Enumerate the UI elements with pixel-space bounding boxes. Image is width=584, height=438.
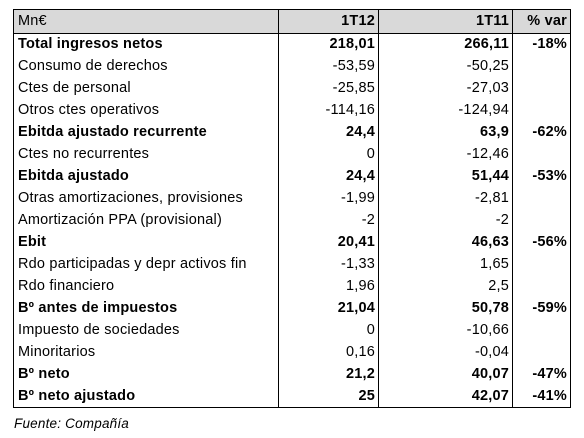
row-variation: -62% bbox=[512, 121, 571, 144]
financial-table-container: Mn€ 1T12 1T11 % var Total ingresos netos… bbox=[13, 9, 571, 408]
table-row: Otras amortizaciones, provisiones -1,99 -2… bbox=[13, 187, 571, 210]
table-header-row: Mn€ 1T12 1T11 % var bbox=[13, 9, 571, 34]
row-value-1t12: 1,96 bbox=[278, 275, 379, 298]
row-value-1t11: -12,46 bbox=[378, 143, 513, 166]
row-value-1t12: -53,59 bbox=[278, 55, 379, 78]
row-value-1t11: -50,25 bbox=[378, 55, 513, 78]
financial-results-table: Mn€ 1T12 1T11 % var Total ingresos netos… bbox=[13, 9, 571, 408]
table-row: Bº antes de impuestos 21,04 50,78 -59% bbox=[13, 297, 571, 320]
row-label: Ebitda ajustado recurrente bbox=[13, 121, 279, 144]
row-value-1t11: 50,78 bbox=[378, 297, 513, 320]
row-label: Consumo de derechos bbox=[13, 55, 279, 78]
row-value-1t12: 0 bbox=[278, 319, 379, 342]
table-row: Ebit 20,41 46,63 -56% bbox=[13, 231, 571, 254]
row-label: Bº neto bbox=[13, 363, 279, 386]
row-value-1t11: 46,63 bbox=[378, 231, 513, 254]
header-period-1t11: 1T11 bbox=[378, 9, 513, 34]
row-label: Bº neto ajustado bbox=[13, 385, 279, 408]
row-label: Ebitda ajustado bbox=[13, 165, 279, 188]
table-row: Ctes de personal -25,85 -27,03 bbox=[13, 77, 571, 100]
row-label: Impuesto de sociedades bbox=[13, 319, 279, 342]
row-variation: -41% bbox=[512, 385, 571, 408]
row-label: Otros ctes operativos bbox=[13, 99, 279, 122]
table-row: Bº neto ajustado 25 42,07 -41% bbox=[13, 385, 571, 408]
row-value-1t11: -0,04 bbox=[378, 341, 513, 364]
table-body: Total ingresos netos 218,01 266,11 -18% Cons… bbox=[13, 33, 571, 408]
row-label: Total ingresos netos bbox=[13, 33, 279, 56]
row-label: Amortización PPA (provisional) bbox=[13, 209, 279, 232]
header-variation: % var bbox=[512, 9, 571, 34]
row-value-1t12: 21,04 bbox=[278, 297, 379, 320]
table-row: Ebitda ajustado 24,4 51,44 -53% bbox=[13, 165, 571, 188]
row-variation bbox=[512, 77, 571, 100]
row-value-1t12: 0,16 bbox=[278, 341, 379, 364]
row-value-1t12: 0 bbox=[278, 143, 379, 166]
row-label: Bº antes de impuestos bbox=[13, 297, 279, 320]
row-variation bbox=[512, 187, 571, 210]
source-note: Fuente: Compañía bbox=[14, 416, 130, 431]
row-variation bbox=[512, 55, 571, 78]
row-label: Otras amortizaciones, provisiones bbox=[13, 187, 279, 210]
row-value-1t11: 51,44 bbox=[378, 165, 513, 188]
row-value-1t12: -2 bbox=[278, 209, 379, 232]
row-value-1t12: 25 bbox=[278, 385, 379, 408]
row-value-1t11: -27,03 bbox=[378, 77, 513, 100]
table-row: Otros ctes operativos -114,16 -124,94 bbox=[13, 99, 571, 122]
header-period-1t12: 1T12 bbox=[278, 9, 379, 34]
table-row: Minoritarios 0,16 -0,04 bbox=[13, 341, 571, 364]
table-row: Impuesto de sociedades 0 -10,66 bbox=[13, 319, 571, 342]
row-variation: -53% bbox=[512, 165, 571, 188]
row-label: Ctes no recurrentes bbox=[13, 143, 279, 166]
table-row: Bº neto 21,2 40,07 -47% bbox=[13, 363, 571, 386]
row-label: Rdo participadas y depr activos fin bbox=[13, 253, 279, 276]
row-variation bbox=[512, 253, 571, 276]
row-label: Ctes de personal bbox=[13, 77, 279, 100]
row-variation: -18% bbox=[512, 33, 571, 56]
row-variation bbox=[512, 209, 571, 232]
row-variation bbox=[512, 319, 571, 342]
header-units: Mn€ bbox=[13, 9, 279, 34]
row-value-1t11: 1,65 bbox=[378, 253, 513, 276]
table-row: Rdo participadas y depr activos fin -1,33… bbox=[13, 253, 571, 276]
row-value-1t12: -1,99 bbox=[278, 187, 379, 210]
row-value-1t11: 40,07 bbox=[378, 363, 513, 386]
table-row: Amortización PPA (provisional) -2 -2 bbox=[13, 209, 571, 232]
row-variation bbox=[512, 99, 571, 122]
row-value-1t11: -2,81 bbox=[378, 187, 513, 210]
row-variation bbox=[512, 341, 571, 364]
row-value-1t11: 2,5 bbox=[378, 275, 513, 298]
table-row: Consumo de derechos -53,59 -50,25 bbox=[13, 55, 571, 78]
row-value-1t11: -124,94 bbox=[378, 99, 513, 122]
row-label: Ebit bbox=[13, 231, 279, 254]
row-variation: -56% bbox=[512, 231, 571, 254]
row-value-1t12: 21,2 bbox=[278, 363, 379, 386]
row-label: Rdo financiero bbox=[13, 275, 279, 298]
row-value-1t11: 63,9 bbox=[378, 121, 513, 144]
row-value-1t11: -2 bbox=[378, 209, 513, 232]
row-value-1t12: 218,01 bbox=[278, 33, 379, 56]
row-value-1t12: -114,16 bbox=[278, 99, 379, 122]
table-row: Ebitda ajustado recurrente 24,4 63,9 -62% bbox=[13, 121, 571, 144]
row-variation: -59% bbox=[512, 297, 571, 320]
table-row: Rdo financiero 1,96 2,5 bbox=[13, 275, 571, 298]
table-row: Total ingresos netos 218,01 266,11 -18% bbox=[13, 33, 571, 56]
row-value-1t12: -1,33 bbox=[278, 253, 379, 276]
row-variation bbox=[512, 275, 571, 298]
row-value-1t12: -25,85 bbox=[278, 77, 379, 100]
row-value-1t12: 24,4 bbox=[278, 121, 379, 144]
row-variation bbox=[512, 143, 571, 166]
row-variation: -47% bbox=[512, 363, 571, 386]
row-value-1t12: 24,4 bbox=[278, 165, 379, 188]
row-value-1t12: 20,41 bbox=[278, 231, 379, 254]
row-value-1t11: 42,07 bbox=[378, 385, 513, 408]
table-row: Ctes no recurrentes 0 -12,46 bbox=[13, 143, 571, 166]
row-label: Minoritarios bbox=[13, 341, 279, 364]
row-value-1t11: 266,11 bbox=[378, 33, 513, 56]
row-value-1t11: -10,66 bbox=[378, 319, 513, 342]
